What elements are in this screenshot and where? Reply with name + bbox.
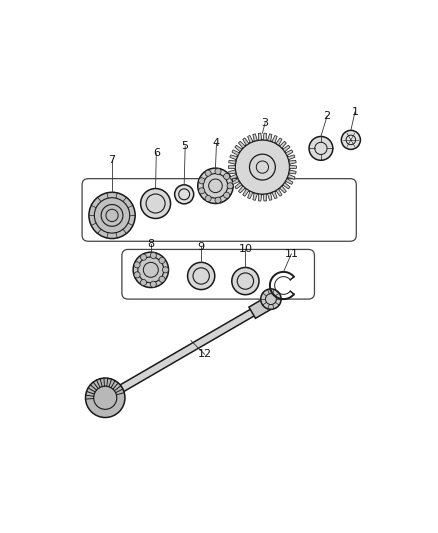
Circle shape [223,192,229,198]
Circle shape [162,267,168,273]
Text: 9: 9 [197,242,204,252]
Polygon shape [282,145,290,152]
Polygon shape [267,193,272,200]
Circle shape [159,257,165,263]
Text: 8: 8 [147,239,154,249]
Polygon shape [234,145,241,152]
Polygon shape [230,174,237,179]
Polygon shape [262,133,266,140]
Circle shape [88,192,135,239]
Circle shape [223,173,229,180]
Circle shape [159,276,165,282]
Circle shape [150,281,156,287]
Polygon shape [228,160,235,164]
Polygon shape [262,194,266,201]
Circle shape [140,279,146,286]
Polygon shape [247,135,252,143]
Polygon shape [289,166,296,168]
Circle shape [198,188,204,194]
Circle shape [197,168,233,204]
Polygon shape [287,174,294,179]
Polygon shape [238,141,244,148]
Polygon shape [285,150,292,156]
Polygon shape [234,182,241,189]
Polygon shape [287,155,294,160]
Polygon shape [267,134,272,141]
Polygon shape [252,193,257,200]
Text: 5: 5 [181,141,188,151]
Text: 6: 6 [152,149,159,158]
Circle shape [231,268,258,295]
Circle shape [174,185,193,204]
Circle shape [85,378,125,417]
Circle shape [260,289,280,309]
Polygon shape [248,295,275,318]
Circle shape [215,197,221,203]
Text: 11: 11 [284,249,298,259]
Polygon shape [230,155,237,160]
Circle shape [215,168,221,174]
Text: 2: 2 [323,111,330,121]
Text: 10: 10 [238,245,252,254]
Polygon shape [276,189,282,196]
Text: 4: 4 [212,138,219,148]
Polygon shape [279,141,286,148]
Text: 3: 3 [261,118,268,128]
Circle shape [226,183,233,189]
Circle shape [134,272,140,278]
Circle shape [235,140,289,195]
Polygon shape [252,134,257,141]
Circle shape [205,196,211,201]
Circle shape [150,253,156,259]
Polygon shape [258,194,261,201]
Polygon shape [231,179,239,184]
Polygon shape [282,182,290,189]
Polygon shape [228,170,235,174]
Circle shape [140,254,146,260]
Circle shape [134,262,140,268]
Polygon shape [228,166,235,168]
Polygon shape [271,135,276,143]
Polygon shape [258,133,261,140]
Polygon shape [288,160,296,164]
Circle shape [341,131,360,149]
Circle shape [198,177,204,184]
Polygon shape [242,138,248,145]
Polygon shape [247,191,252,199]
Polygon shape [276,138,282,145]
Text: 1: 1 [351,107,358,117]
Polygon shape [231,150,239,156]
Polygon shape [271,191,276,199]
Polygon shape [279,186,286,193]
Circle shape [187,262,214,289]
Polygon shape [116,297,274,394]
Text: 12: 12 [197,349,211,359]
Polygon shape [285,179,292,184]
Polygon shape [238,186,244,193]
Circle shape [308,136,332,160]
Polygon shape [242,189,248,196]
Circle shape [140,189,170,219]
Polygon shape [288,170,296,174]
Circle shape [133,252,168,287]
Text: 7: 7 [108,155,115,165]
Circle shape [205,170,211,176]
